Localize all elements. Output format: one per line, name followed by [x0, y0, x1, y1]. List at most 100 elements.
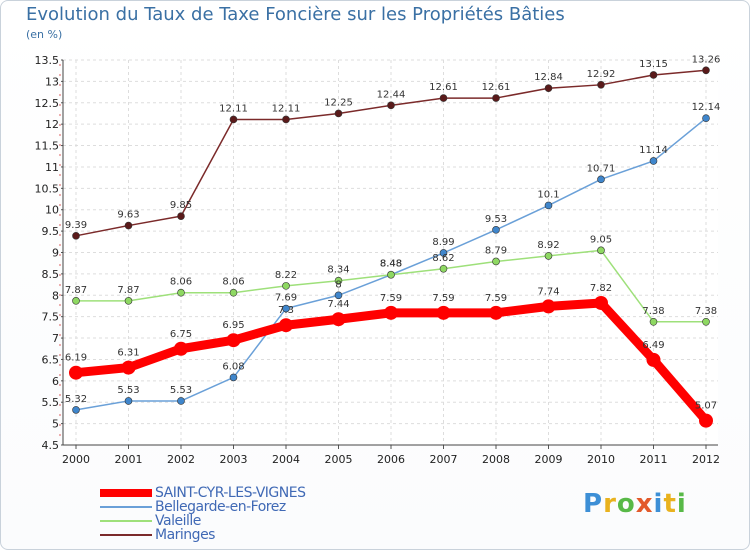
line-chart: 4.5 5 5.5 6 6.5 7 7.5 8 8.5 9 9.5 10 10.5 11 11.5 12 12.…: [35, 54, 721, 466]
data-label-valeille: 8.34: [327, 265, 349, 276]
logo-letter: o: [616, 489, 636, 519]
data-point-maringes: [229, 115, 238, 124]
x-tick-label: 2003: [220, 453, 248, 466]
data-label-maringes: 9.39: [65, 220, 87, 231]
data-label-valeille: 7.38: [695, 306, 717, 317]
data-point-valeille: [597, 246, 605, 255]
data-point-bellegarde-en-forez: [702, 114, 710, 122]
data-label-valeille: 8.62: [432, 253, 454, 264]
x-tick-label: 2011: [640, 453, 668, 466]
data-label-saint-cyr-les-vignes: 7.82: [590, 283, 612, 294]
y-tick-label: 9.5: [42, 225, 60, 238]
data-label-saint-cyr-les-vignes: 5.07: [695, 401, 717, 412]
data-label-maringes: 9.85: [170, 200, 192, 211]
x-tick-label: 2001: [115, 453, 143, 466]
grid: [63, 59, 718, 446]
data-point-maringes: [544, 84, 553, 93]
legend-label: Bellegarde-en-Forez: [155, 499, 286, 515]
data-label-valeille: 8.48: [380, 259, 402, 270]
y-tick-label: 5.5: [42, 396, 60, 409]
data-label-saint-cyr-les-vignes: 6.19: [65, 353, 87, 364]
chart-title: Evolution du Taux de Taxe Foncière sur l…: [26, 4, 565, 25]
data-point-saint-cyr-les-vignes: [174, 341, 188, 356]
data-label-saint-cyr-les-vignes: 7.59: [432, 293, 454, 304]
data-point-valeille: [702, 317, 710, 326]
data-point-maringes: [387, 101, 395, 110]
data-label-maringes: 12.61: [482, 82, 511, 93]
data-point-maringes: [282, 115, 290, 124]
y-tick-label: 6: [52, 375, 59, 388]
legend-swatch: [100, 520, 152, 522]
data-point-valeille: [649, 317, 658, 326]
series-group: [69, 66, 713, 428]
data-point-saint-cyr-les-vignes: [226, 333, 241, 348]
x-tick-label: 2007: [430, 453, 458, 466]
data-label-saint-cyr-les-vignes: 7.74: [537, 286, 559, 297]
data-point-valeille: [229, 288, 238, 297]
legend-label: SAINT-CYR-LES-VIGNES: [155, 485, 306, 501]
data-point-maringes: [72, 232, 80, 240]
y-tick-label: 12: [45, 118, 59, 131]
data-label-bellegarde-en-forez: 6.08: [222, 361, 244, 372]
y-tick-label: 9: [52, 247, 59, 260]
data-point-saint-cyr-les-vignes: [541, 299, 556, 314]
data-label-bellegarde-en-forez: 5.53: [117, 385, 139, 396]
data-point-saint-cyr-les-vignes: [69, 365, 83, 380]
data-point-bellegarde-en-forez: [439, 249, 448, 257]
data-point-saint-cyr-les-vignes: [121, 360, 136, 375]
data-point-maringes: [597, 81, 605, 89]
data-point-maringes: [702, 66, 710, 75]
chart-subtitle: (en %): [26, 28, 63, 41]
x-tick-label: 2006: [377, 453, 405, 466]
data-labels: 9.39 9.63 9.85 12.11 12.11 12.25 12.44 12.61 12.…: [65, 54, 720, 411]
data-point-maringes: [334, 109, 343, 118]
data-point-valeille: [439, 264, 448, 273]
x-tick-label: 2000: [62, 453, 90, 466]
data-label-bellegarde-en-forez: 11.14: [639, 145, 668, 156]
data-label-valeille: 9.05: [590, 234, 612, 245]
data-label-valeille: 8.79: [485, 245, 507, 256]
data-label-bellegarde-en-forez: 7.69: [275, 293, 297, 304]
data-point-bellegarde-en-forez: [492, 226, 500, 234]
y-tick-label: 12.5: [35, 97, 60, 110]
data-label-maringes: 12.11: [272, 103, 301, 114]
data-point-bellegarde-en-forez: [282, 304, 290, 313]
y-tick-label: 4.5: [42, 439, 60, 452]
data-label-valeille: 8.92: [537, 240, 559, 251]
logo-letter: t: [663, 489, 677, 519]
y-tick-label: 7.5: [42, 311, 60, 324]
data-point-bellegarde-en-forez: [177, 397, 185, 405]
y-tick-label: 11: [45, 161, 59, 174]
logo-letter: r: [603, 489, 617, 519]
data-label-saint-cyr-les-vignes: 6.31: [117, 348, 139, 359]
x-tick-label: 2009: [535, 453, 563, 466]
data-label-maringes: 12.44: [377, 89, 406, 100]
data-label-maringes: 9.63: [117, 210, 139, 221]
data-point-valeille: [124, 297, 133, 305]
data-point-valeille: [544, 252, 553, 260]
data-label-valeille: 7.38: [642, 306, 664, 317]
data-label-valeille: 7.87: [65, 285, 87, 296]
data-label-valeille: 7.87: [117, 285, 139, 296]
data-label-maringes: 12.61: [429, 82, 458, 93]
data-point-maringes: [124, 221, 133, 230]
x-tick-label: 2012: [692, 453, 720, 466]
y-tick-label: 11.5: [35, 140, 60, 153]
data-point-bellegarde-en-forez: [649, 157, 658, 165]
data-point-valeille: [177, 288, 185, 297]
data-point-bellegarde-en-forez: [544, 201, 553, 210]
logo-letter: P: [583, 489, 604, 519]
data-label-maringes: 12.92: [587, 69, 616, 80]
y-tick-label: 8: [52, 289, 59, 302]
data-label-maringes: 12.25: [324, 97, 353, 108]
x-tick-label: 2005: [325, 453, 353, 466]
data-point-bellegarde-en-forez: [124, 397, 133, 405]
data-label-saint-cyr-les-vignes: 6.95: [222, 320, 244, 331]
data-point-saint-cyr-les-vignes: [436, 305, 451, 320]
data-point-bellegarde-en-forez: [597, 175, 605, 184]
logo-letter: i: [676, 489, 687, 519]
data-label-bellegarde-en-forez: 8.48: [380, 259, 402, 270]
data-label-bellegarde-en-forez: 10.71: [587, 163, 616, 174]
y-tick-label: 7: [52, 332, 59, 345]
data-label-valeille: 8.22: [275, 270, 297, 281]
